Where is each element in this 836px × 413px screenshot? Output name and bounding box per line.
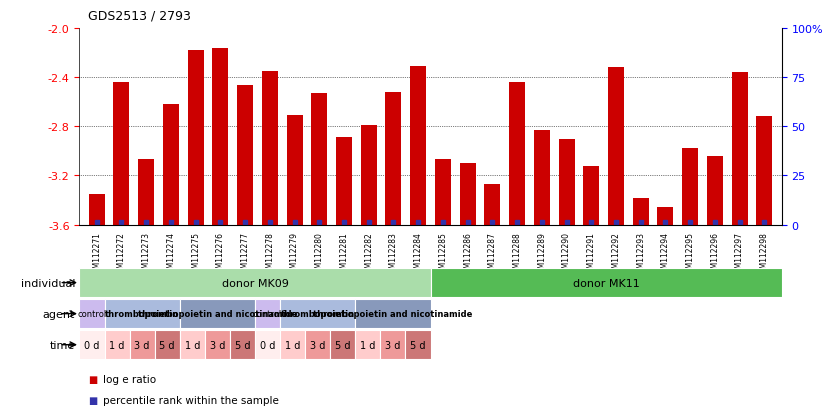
Bar xyxy=(237,85,253,225)
Bar xyxy=(255,299,280,328)
Text: donor MK09: donor MK09 xyxy=(222,278,288,288)
Bar xyxy=(431,268,782,297)
Bar xyxy=(757,117,772,225)
Bar xyxy=(212,48,228,225)
Bar xyxy=(89,195,104,225)
Bar xyxy=(509,83,525,225)
Bar xyxy=(104,330,130,359)
Text: time: time xyxy=(50,340,75,350)
Text: 1 d: 1 d xyxy=(360,340,375,350)
Text: control: control xyxy=(78,309,106,318)
Bar xyxy=(311,94,328,225)
Bar xyxy=(330,330,355,359)
Bar xyxy=(435,160,451,225)
Bar xyxy=(355,299,431,328)
Text: agent: agent xyxy=(43,309,75,319)
Bar xyxy=(255,330,280,359)
Bar xyxy=(130,330,155,359)
Text: 3 d: 3 d xyxy=(135,340,150,350)
Bar xyxy=(633,198,649,225)
Text: GDS2513 / 2793: GDS2513 / 2793 xyxy=(88,10,191,23)
Bar xyxy=(336,138,352,225)
Text: 3 d: 3 d xyxy=(310,340,325,350)
Text: 1 d: 1 d xyxy=(185,340,200,350)
Text: 1 d: 1 d xyxy=(285,340,300,350)
Bar xyxy=(355,330,380,359)
Bar xyxy=(360,126,377,225)
Text: 5 d: 5 d xyxy=(410,340,426,350)
Bar xyxy=(584,166,599,225)
Bar xyxy=(405,330,431,359)
Text: thrombopoietin: thrombopoietin xyxy=(105,309,179,318)
Text: 0 d: 0 d xyxy=(84,340,99,350)
Bar xyxy=(79,330,104,359)
Bar xyxy=(558,139,574,225)
Bar xyxy=(484,185,501,225)
Text: 5 d: 5 d xyxy=(335,340,350,350)
Text: 5 d: 5 d xyxy=(235,340,250,350)
Bar xyxy=(138,160,154,225)
Bar xyxy=(707,157,723,225)
Text: percentile rank within the sample: percentile rank within the sample xyxy=(103,395,278,405)
Bar xyxy=(180,330,205,359)
Bar xyxy=(608,68,624,225)
Bar xyxy=(104,299,180,328)
Text: 5 d: 5 d xyxy=(160,340,175,350)
Bar xyxy=(305,330,330,359)
Bar xyxy=(460,164,476,225)
Bar xyxy=(187,51,204,225)
Bar xyxy=(287,116,303,225)
Bar xyxy=(657,208,674,225)
Text: thrombopoietin and nicotinamide: thrombopoietin and nicotinamide xyxy=(138,309,297,318)
Bar xyxy=(180,299,255,328)
Bar xyxy=(79,299,104,328)
Bar xyxy=(385,93,401,225)
Bar xyxy=(163,105,179,225)
Text: thrombopoietin: thrombopoietin xyxy=(281,309,354,318)
Bar xyxy=(380,330,405,359)
Bar xyxy=(205,330,230,359)
Text: ■: ■ xyxy=(88,395,97,405)
Bar xyxy=(262,72,278,225)
Text: donor MK11: donor MK11 xyxy=(573,278,640,288)
Text: ■: ■ xyxy=(88,374,97,384)
Text: log e ratio: log e ratio xyxy=(103,374,156,384)
Text: 3 d: 3 d xyxy=(385,340,400,350)
Bar xyxy=(114,83,130,225)
Text: individual: individual xyxy=(21,278,75,288)
Bar xyxy=(280,299,355,328)
Text: 0 d: 0 d xyxy=(260,340,275,350)
Bar xyxy=(732,73,747,225)
Text: control: control xyxy=(253,309,282,318)
Bar xyxy=(533,131,550,225)
Text: 1 d: 1 d xyxy=(110,340,125,350)
Bar xyxy=(155,330,180,359)
Text: 3 d: 3 d xyxy=(210,340,225,350)
Bar xyxy=(79,268,431,297)
Bar xyxy=(230,330,255,359)
Bar xyxy=(410,67,426,225)
Bar xyxy=(280,330,305,359)
Bar xyxy=(682,149,698,225)
Text: thrombopoietin and nicotinamide: thrombopoietin and nicotinamide xyxy=(314,309,472,318)
